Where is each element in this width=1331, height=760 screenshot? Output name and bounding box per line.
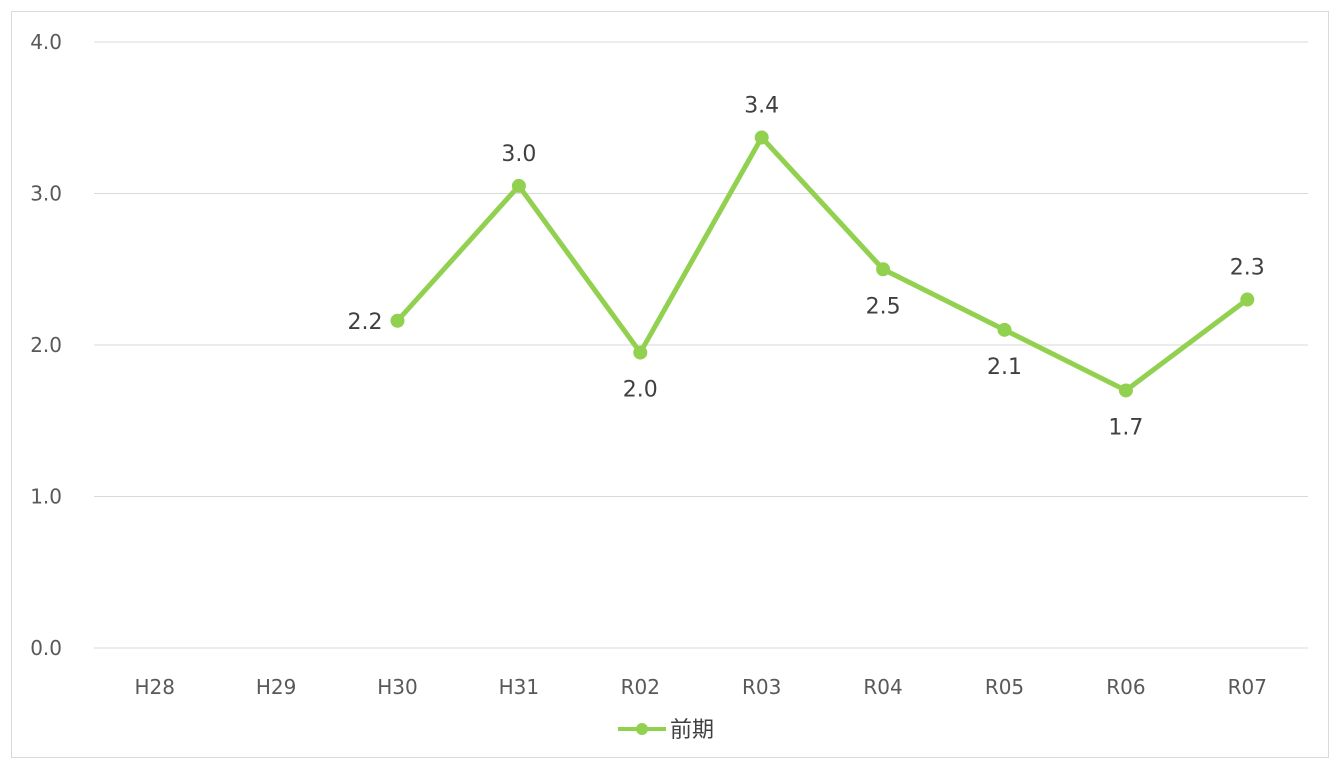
x-tick-label-9: R07 bbox=[1228, 675, 1267, 699]
data-point-R04 bbox=[876, 262, 891, 277]
data-point-H31 bbox=[511, 178, 526, 193]
data-label-R03: 3.4 bbox=[744, 93, 779, 118]
legend: 前期 bbox=[618, 718, 714, 743]
data-label-H30: 2.2 bbox=[348, 310, 383, 335]
y-tick-label-3: 3.0 bbox=[30, 182, 62, 206]
data-point-R07 bbox=[1240, 292, 1255, 307]
data-point-R05 bbox=[997, 322, 1012, 337]
series-line bbox=[395, 134, 1250, 393]
y-tick-label-4: 4.0 bbox=[30, 30, 62, 54]
y-tick-label-2: 2.0 bbox=[30, 333, 62, 357]
x-tick-label-0: H28 bbox=[134, 675, 175, 699]
gridlines bbox=[94, 41, 1308, 649]
x-tick-label-3: H31 bbox=[499, 675, 540, 699]
data-label-R05: 2.1 bbox=[987, 355, 1022, 380]
data-label-H31: 3.0 bbox=[501, 142, 536, 167]
x-axis-tick-labels: H28 H29 H30 H31 R02 R03 R04 R05 R06 R07 bbox=[134, 675, 1267, 699]
x-tick-label-7: R05 bbox=[985, 675, 1024, 699]
legend-marker-swatch bbox=[636, 723, 648, 735]
series-line-group bbox=[390, 130, 1255, 398]
x-tick-label-4: R02 bbox=[621, 675, 660, 699]
data-point-H30 bbox=[390, 313, 405, 328]
x-tick-label-6: R04 bbox=[863, 675, 902, 699]
y-axis-tick-labels: 0.0 1.0 2.0 3.0 4.0 bbox=[30, 30, 62, 660]
data-label-R02: 2.0 bbox=[623, 378, 658, 403]
y-tick-label-1: 1.0 bbox=[30, 485, 62, 509]
x-tick-label-2: H30 bbox=[377, 675, 418, 699]
data-point-R03 bbox=[754, 130, 769, 145]
legend-label: 前期 bbox=[670, 718, 714, 743]
data-label-R04: 2.5 bbox=[866, 294, 901, 319]
x-tick-label-5: R03 bbox=[742, 675, 781, 699]
x-tick-label-8: R06 bbox=[1106, 675, 1145, 699]
data-point-R06 bbox=[1118, 383, 1133, 398]
data-label-R06: 1.7 bbox=[1108, 415, 1143, 440]
data-labels: 2.2 3.0 2.0 3.4 2.5 2.1 1.7 2.3 bbox=[348, 93, 1265, 440]
x-tick-label-1: H29 bbox=[256, 675, 297, 699]
y-tick-label-0: 0.0 bbox=[30, 636, 62, 660]
data-label-R07: 2.3 bbox=[1230, 256, 1265, 281]
data-point-R02 bbox=[633, 345, 648, 360]
